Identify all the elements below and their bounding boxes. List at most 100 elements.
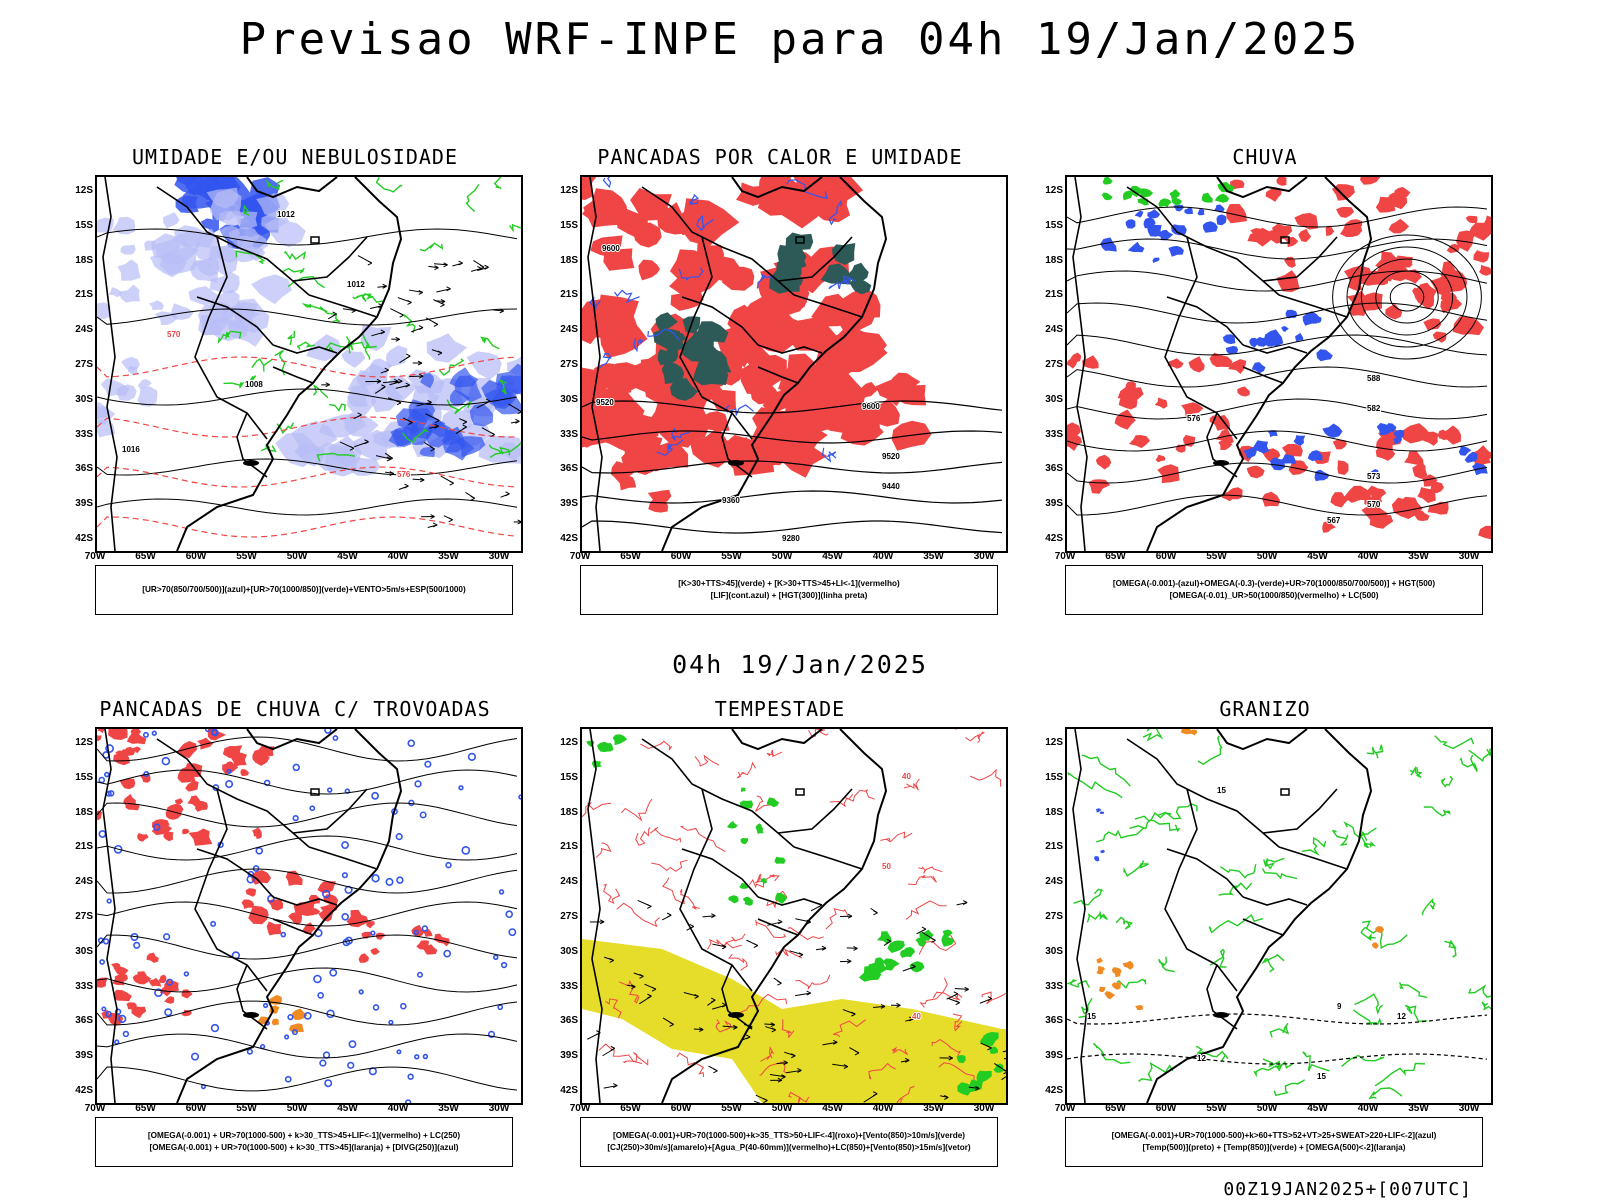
wind-vector-850 (968, 1086, 980, 1089)
lon-tick-label: 65W (620, 1103, 641, 1114)
humidity-upper (151, 233, 181, 258)
divergence-250-contour (319, 1059, 327, 1067)
omega-humidity-region (1479, 264, 1491, 276)
humidity-upper (306, 334, 342, 362)
coastline (176, 729, 403, 1103)
lat-tick-label: 24S (75, 324, 93, 336)
wind-vector (517, 519, 521, 525)
temperature-850-contour (1459, 754, 1478, 772)
wind-vector-850 (944, 1094, 949, 1100)
divergence-250-contour (341, 872, 348, 879)
lon-tick-label: 55W (236, 551, 257, 562)
wind-850-region (774, 856, 786, 864)
k-tts-li-region (621, 451, 645, 472)
thunder-region (148, 978, 162, 987)
border-line (272, 344, 338, 354)
wind-vector (364, 439, 369, 445)
streamline-250 (97, 967, 518, 993)
geopotential-500 (1067, 238, 1488, 260)
border-line (1166, 296, 1244, 346)
wind-850-region (979, 1036, 993, 1047)
divergence-250-contour (458, 785, 464, 791)
omega-humidity-region (1118, 393, 1138, 410)
lon-tick-label: 30W (1458, 551, 1480, 562)
temperature-850-contour (1096, 827, 1144, 843)
divergence-250-contour (309, 805, 316, 812)
lat-tick-label: 36S (1045, 463, 1063, 475)
precipitable-water-contour (679, 825, 726, 853)
border-line (757, 918, 799, 936)
humidity-upper (478, 435, 521, 464)
legend-box: [UR>70(850/700/500)](azul)+[UR>70(1000/8… (95, 565, 513, 615)
k-tts-region (769, 269, 800, 294)
k-tts-region (665, 332, 686, 348)
hail-region (1095, 808, 1102, 813)
lat-tick-label: 12S (75, 185, 93, 196)
divergence-250-contour (341, 913, 349, 921)
divergence-250-contour (370, 930, 376, 936)
wind-850-region (744, 898, 753, 906)
lon-tick-label: 70W (1054, 551, 1076, 562)
lon-tick-label: 40W (872, 1103, 894, 1114)
omega-humidity-region (1181, 402, 1204, 417)
precipitable-water-contour (981, 991, 1006, 1005)
lat-tick-label: 18S (560, 806, 578, 818)
thickness-contour (97, 416, 518, 438)
temperature-850-contour (1218, 882, 1253, 896)
humidity-upper (251, 274, 292, 305)
divergence-250-contour (500, 961, 508, 969)
lat-tick-label: 42S (560, 1085, 578, 1096)
hail-region (1099, 811, 1105, 814)
coastline (176, 177, 403, 551)
wind-vector (505, 491, 510, 497)
lon-tick-label: 50W (771, 1103, 793, 1114)
omega-humidity-region (1423, 318, 1442, 331)
omega-region (1143, 217, 1156, 229)
wind-vector (470, 495, 475, 501)
lon-tick-label: 30W (488, 551, 510, 562)
lifted-index-contour (656, 439, 684, 456)
legend-line: [OMEGA(-0.01)_UR>50(1000/850)(vermelho) … (1169, 591, 1379, 600)
lagoon (728, 1012, 744, 1018)
humidity-upper (189, 259, 219, 283)
divergence-250-contour (292, 814, 299, 822)
divergence-250-contour (105, 744, 114, 753)
wind-vector (458, 260, 463, 266)
lat-tick-label: 24S (75, 876, 93, 888)
lat-tick-label: 36S (1045, 1015, 1063, 1027)
precipitable-water-contour (766, 890, 788, 909)
border-line (196, 848, 274, 898)
wind-vector-850 (631, 984, 636, 990)
humidity-upper (188, 286, 220, 306)
precipitable-water-contour (775, 948, 803, 959)
lat-tick-label: 21S (75, 841, 93, 853)
lat-tick-label: 18S (75, 254, 93, 266)
temperature-850-contour (1134, 815, 1181, 833)
panel-trovoadas: PANCADAS DE CHUVA C/ TROVOADAS [OMEGA(-0… (60, 697, 530, 1177)
precipitable-water-contour (598, 1043, 643, 1064)
wind-vector-850 (698, 1027, 704, 1033)
wind-vector (393, 378, 399, 384)
wind-850-region (612, 734, 628, 746)
divergence-250-contour (99, 959, 106, 965)
lat-tick-label: 42S (560, 533, 578, 544)
precipitable-water-contour (635, 826, 651, 846)
thunder-region (132, 746, 141, 754)
divergence-250-contour (161, 756, 171, 766)
divergence-250-contour (183, 971, 190, 977)
streamline-250 (97, 1066, 518, 1092)
lat-tick-label: 39S (75, 1050, 93, 1062)
border-line (236, 412, 268, 478)
thickness-contour (97, 466, 518, 488)
omega-humidity-region (1416, 282, 1437, 298)
humidity-upper (349, 457, 380, 476)
omega-humidity-region (1298, 228, 1312, 242)
wind-vector (407, 300, 412, 305)
humidity-low-contour (312, 384, 329, 399)
border-line (236, 964, 268, 1030)
lat-tick-label: 33S (1045, 428, 1063, 440)
lake (310, 788, 320, 796)
contour-label: 570 (167, 330, 181, 339)
lat-tick-label: 39S (560, 498, 578, 510)
lon-tick-label: 40W (387, 1103, 409, 1114)
